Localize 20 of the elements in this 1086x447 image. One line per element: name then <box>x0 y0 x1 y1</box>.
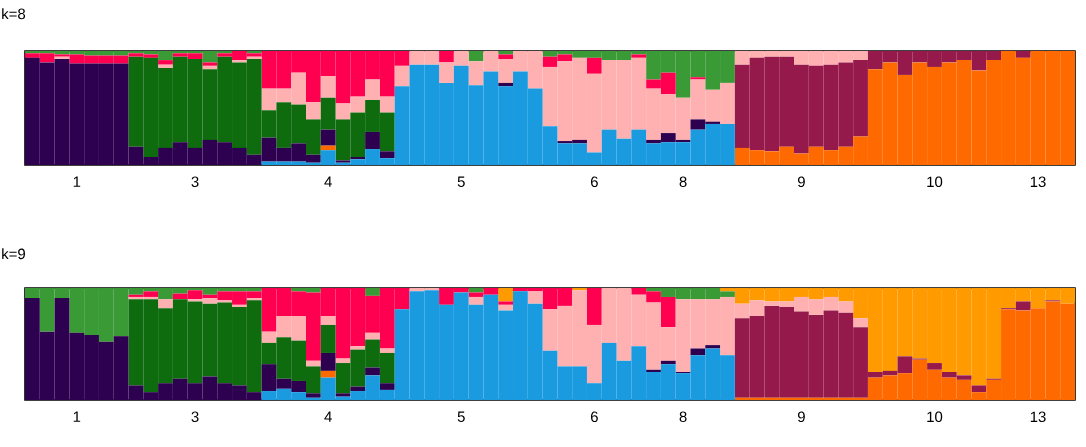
x-tick-label: 13 <box>1030 411 1046 423</box>
x-tick-label: 10 <box>927 411 943 423</box>
x-tick-label: 8 <box>679 176 687 188</box>
x-tick-label: 3 <box>191 176 199 188</box>
x-tick-label: 3 <box>191 411 199 423</box>
x-tick-label: 8 <box>679 411 687 423</box>
x-tick-label: 6 <box>590 176 598 188</box>
chart-title: k=8 <box>2 8 26 20</box>
x-tick-label: 9 <box>797 411 805 423</box>
chart-title: k=9 <box>2 248 25 260</box>
x-tick-label: 5 <box>457 176 465 187</box>
x-tick-label: 5 <box>457 411 465 422</box>
x-tick-label: 9 <box>797 176 805 188</box>
x-tick-label: 1 <box>73 411 81 422</box>
x-tick-label: 10 <box>927 176 943 188</box>
x-tick-label: 4 <box>324 411 332 422</box>
x-tick-label: 6 <box>590 411 598 423</box>
x-tick-label: 4 <box>324 176 332 187</box>
x-tick-label: 1 <box>73 176 81 187</box>
x-tick-label: 13 <box>1030 176 1046 188</box>
